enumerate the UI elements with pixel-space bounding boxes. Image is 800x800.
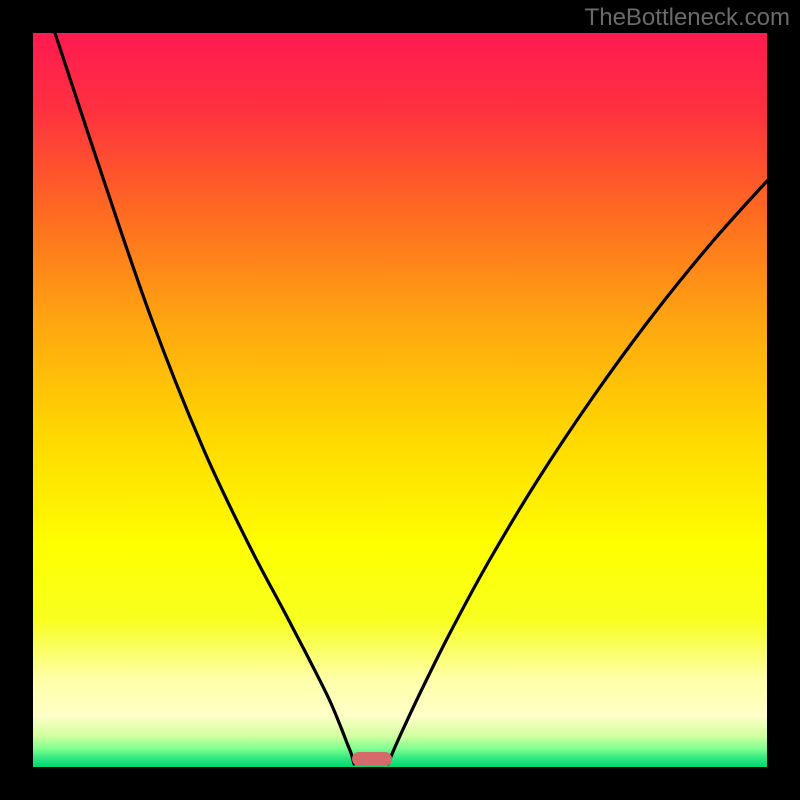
attribution-label: TheBottleneck.com [585,4,790,32]
frame-right [767,0,800,800]
frame-bottom [0,767,800,800]
left-curve [55,33,354,764]
plot-area [33,33,767,767]
curves-svg [33,33,767,767]
right-curve [388,181,767,764]
frame-left [0,0,33,800]
vertex-marker [352,752,392,766]
